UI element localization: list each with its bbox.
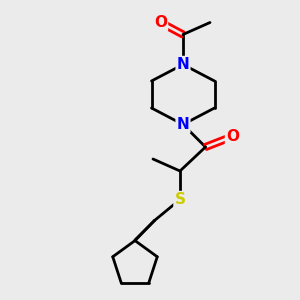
Text: O: O (226, 129, 239, 144)
Text: N: N (177, 117, 189, 132)
Text: N: N (177, 57, 189, 72)
Text: S: S (175, 192, 185, 207)
Text: O: O (154, 15, 167, 30)
